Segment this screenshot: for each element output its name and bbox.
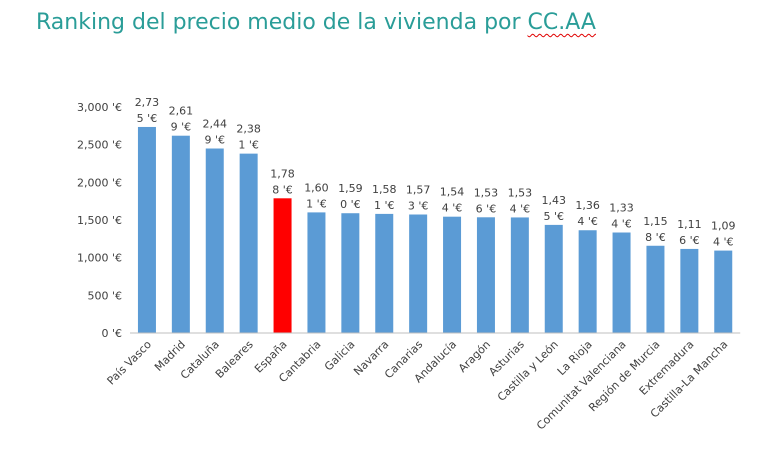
data-label-line1: 2,73 [135, 96, 160, 109]
data-labels: 2,73 5 '€ 2,61 9 '€ 2,44 9 '€ 2,38 1 '€ 1,78 8 '€… [135, 96, 736, 249]
data-label-line1: 1,53 [474, 186, 499, 199]
bar-regi-n-de-murcia [646, 245, 665, 333]
data-label-line1: 1,09 [711, 220, 736, 233]
bar-canarias [409, 214, 428, 333]
data-label-line2: 6 '€ [476, 202, 497, 215]
bar-espa-a [273, 198, 292, 333]
data-label: 2,44 9 '€ [203, 118, 228, 147]
data-label: 1,33 4 '€ [609, 202, 634, 231]
data-label-line1: 1,15 [643, 215, 668, 228]
data-label: 2,73 5 '€ [135, 96, 160, 125]
bar-cantabria [307, 212, 326, 333]
data-label-line2: 4 '€ [442, 202, 463, 215]
y-tick-label: 2,500 '€ [77, 139, 122, 152]
bar-arag-n [476, 217, 495, 333]
data-label-line2: 4 '€ [510, 202, 531, 215]
data-label: 1,59 0 '€ [338, 182, 363, 211]
data-label-line2: 8 '€ [272, 183, 293, 196]
category-label: Baleares [213, 338, 256, 381]
category-labels: País VascoMadridCataluñaBalearesEspañaCa… [105, 338, 731, 433]
bar-comunitat-valenciana [612, 232, 631, 333]
data-label: 1,11 6 '€ [677, 218, 702, 247]
bar-galicia [341, 213, 360, 333]
bar-pa-s-vasco [137, 126, 156, 333]
data-label-line2: 5 '€ [543, 210, 564, 223]
data-label-line1: 1,43 [542, 194, 567, 207]
data-label: 1,53 4 '€ [508, 186, 533, 215]
category-label: Castilla y León [495, 338, 561, 404]
title-ccaa: CC.AA [527, 10, 596, 35]
data-label: 1,36 4 '€ [575, 199, 600, 228]
data-label-line1: 2,44 [203, 118, 228, 131]
category-label: País Vasco [105, 338, 155, 388]
data-label: 1,09 4 '€ [711, 220, 736, 249]
data-label-line2: 1 '€ [238, 139, 259, 152]
bar-andaluc-a [443, 216, 462, 333]
data-label-line2: 9 '€ [204, 134, 225, 147]
data-label-line2: 3 '€ [408, 200, 429, 213]
bar-catalu-a [205, 148, 224, 333]
data-label-line2: 8 '€ [645, 231, 666, 244]
data-label: 1,78 8 '€ [270, 167, 295, 196]
data-label: 2,61 9 '€ [169, 105, 194, 134]
page-title: Ranking del precio medio de la vivienda … [36, 10, 596, 35]
bars [137, 126, 733, 333]
y-tick-label: 0 '€ [101, 327, 122, 340]
data-label-line2: 4 '€ [611, 218, 632, 231]
bar-navarra [375, 213, 394, 333]
data-label: 1,54 4 '€ [440, 186, 465, 215]
data-label-line1: 1,11 [677, 218, 702, 231]
data-label-line2: 0 '€ [340, 198, 361, 211]
data-label: 1,60 1 '€ [304, 181, 329, 210]
bar-castilla-y-le-n [544, 224, 563, 333]
bar-extremadura [680, 248, 699, 333]
bar-baleares [239, 153, 258, 333]
data-label-line1: 1,53 [508, 186, 533, 199]
data-label-line1: 1,36 [575, 199, 600, 212]
y-axis-ticks: 0 '€ 500 '€ 1,000 '€ 1,500 '€ 2,000 '€ 2,500 … [77, 101, 122, 340]
bar-asturias [510, 217, 529, 333]
data-label-line2: 9 '€ [171, 121, 192, 134]
data-label-line1: 1,59 [338, 182, 363, 195]
bar-la-rioja [578, 230, 597, 333]
data-label: 1,53 6 '€ [474, 186, 499, 215]
bar-madrid [171, 135, 190, 333]
data-label-line1: 1,54 [440, 186, 465, 199]
data-label-line1: 1,60 [304, 181, 329, 194]
y-tick-label: 1,000 '€ [77, 252, 122, 265]
data-label: 2,38 1 '€ [236, 123, 261, 152]
data-label-line1: 1,78 [270, 167, 295, 180]
bar-castilla-la-mancha [714, 250, 733, 333]
data-label-line2: 1 '€ [374, 199, 395, 212]
data-label: 1,57 3 '€ [406, 184, 431, 213]
data-label-line2: 4 '€ [577, 215, 598, 228]
data-label-line2: 4 '€ [713, 236, 734, 249]
data-label-line2: 1 '€ [306, 197, 327, 210]
data-label-line1: 1,58 [372, 183, 397, 196]
y-tick-label: 1,500 '€ [77, 214, 122, 227]
data-label: 1,15 8 '€ [643, 215, 668, 244]
title-text: Ranking del precio medio de la vivienda … [36, 10, 528, 35]
data-label-line1: 1,33 [609, 202, 634, 215]
data-label-line1: 1,57 [406, 184, 431, 197]
data-label: 1,58 1 '€ [372, 183, 397, 212]
data-label-line2: 5 '€ [137, 112, 158, 125]
y-tick-label: 500 '€ [87, 289, 122, 302]
data-label-line1: 2,61 [169, 105, 194, 118]
y-tick-label: 2,000 '€ [77, 176, 122, 189]
data-label-line2: 6 '€ [679, 234, 700, 247]
y-tick-label: 3,000 '€ [77, 101, 122, 114]
data-label: 1,43 5 '€ [542, 194, 567, 223]
data-label-line1: 2,38 [236, 123, 261, 136]
